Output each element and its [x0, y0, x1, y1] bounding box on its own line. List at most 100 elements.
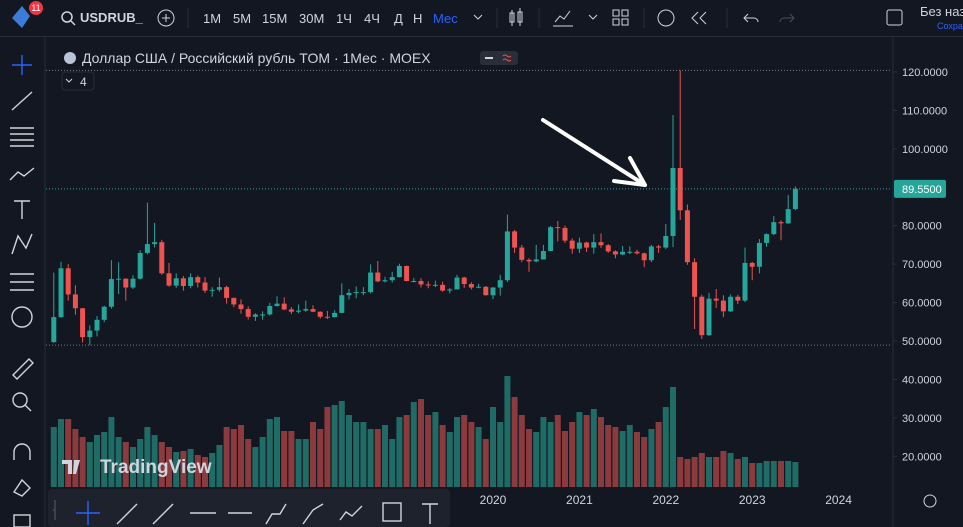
layouts[interactable]	[612, 9, 629, 26]
add-symbol[interactable]	[157, 9, 175, 27]
layout-icon[interactable]	[886, 9, 903, 26]
search-icon[interactable]	[61, 11, 73, 23]
redo[interactable]	[779, 13, 795, 23]
indicators[interactable]	[553, 10, 573, 27]
volume-bar	[331, 405, 338, 487]
timeframe[interactable]: 1М	[203, 11, 221, 26]
candle-body	[648, 246, 654, 261]
text-tool[interactable]	[14, 200, 30, 219]
patterns-tool[interactable]	[9, 167, 35, 181]
volume-bar	[454, 417, 460, 487]
volume-bar	[324, 407, 331, 487]
timeframe[interactable]: 15М	[262, 11, 287, 26]
candle-body	[418, 280, 424, 285]
candle-body	[216, 287, 222, 290]
legend-buttons[interactable]	[480, 51, 518, 65]
candle-body	[360, 292, 366, 294]
volume-bar	[374, 429, 381, 487]
drag-handle	[53, 500, 56, 520]
candle-body	[317, 311, 323, 317]
volume-bar	[720, 451, 727, 487]
candle-body	[792, 188, 798, 210]
alert[interactable]	[657, 9, 675, 27]
trend-line-tool[interactable]	[11, 91, 33, 111]
brush-tool[interactable]	[302, 503, 324, 525]
volume-bar	[425, 415, 432, 487]
candle-body	[476, 286, 482, 288]
volume-bar	[727, 453, 734, 487]
dropdown[interactable]	[588, 14, 598, 20]
timeframe[interactable]: Д	[394, 11, 403, 26]
pattern-tool[interactable]	[11, 233, 33, 255]
candle-body	[87, 330, 93, 338]
magnet-tool[interactable]	[13, 443, 31, 460]
candle-body	[461, 277, 467, 285]
prediction-tool[interactable]	[10, 273, 34, 291]
chart-type[interactable]	[509, 8, 523, 26]
timeframe[interactable]: 4Ч	[364, 11, 380, 26]
candle-body	[173, 278, 179, 286]
line-tool[interactable]	[116, 503, 138, 525]
timeframe[interactable]: Мес	[433, 11, 458, 26]
volume-bar	[317, 429, 324, 487]
candle-body	[404, 265, 410, 281]
volume-bar	[310, 422, 316, 487]
watermark-logo	[62, 460, 80, 474]
lock-tool[interactable]	[12, 478, 31, 497]
volume-bar	[288, 431, 295, 487]
flag-icon	[64, 52, 76, 64]
candle-body	[749, 262, 755, 267]
timeframe[interactable]: 5М	[233, 11, 251, 26]
dropdown[interactable]	[473, 14, 483, 20]
volume-bar	[115, 437, 122, 487]
volume-bar	[533, 432, 540, 487]
layout-name[interactable]: Без наз	[920, 4, 963, 19]
candle-body	[51, 317, 57, 343]
volume-bar	[65, 419, 72, 487]
crosshair-tool[interactable]	[76, 501, 100, 525]
path-tool[interactable]	[265, 503, 287, 525]
volume-bar	[598, 417, 604, 487]
replay[interactable]	[691, 11, 707, 25]
candle-body	[166, 273, 172, 286]
crosshair-tool[interactable]	[12, 55, 32, 75]
top-toolbar: 11 USDRUB_ 1М 5М 15М 30М 1Ч 4Ч Д Н Мес Без наз С…	[0, 1, 963, 37]
indicator-toggle[interactable]	[61, 71, 95, 91]
text-tool[interactable]	[422, 503, 438, 524]
indicator-icon[interactable]	[502, 54, 512, 62]
fib-tool[interactable]	[10, 127, 34, 147]
volume-bar	[166, 447, 172, 487]
volume-bar	[677, 457, 684, 487]
volume-bar	[187, 449, 194, 487]
volume-bar	[432, 412, 439, 487]
timeframe[interactable]: 1Ч	[336, 11, 352, 26]
candle-body	[339, 295, 345, 313]
settings-icon[interactable]	[923, 494, 937, 508]
volume-bar	[151, 435, 158, 487]
candle-body	[238, 304, 244, 310]
logo[interactable]	[12, 6, 30, 28]
lock-tool[interactable]	[13, 514, 31, 527]
zoom-tool[interactable]	[12, 392, 28, 408]
save-button[interactable]: Сохра	[937, 21, 963, 31]
rect-tool[interactable]	[382, 502, 402, 522]
timeframe[interactable]: 30М	[299, 11, 324, 26]
arrow-tool[interactable]	[152, 503, 174, 525]
badge-count: 11	[31, 3, 40, 13]
candle-body	[432, 284, 438, 286]
volume-bar	[360, 422, 367, 487]
candle-body	[188, 277, 194, 286]
candle-body	[375, 272, 381, 282]
polyline-tool[interactable]	[339, 505, 363, 521]
symbol[interactable]: USDRUB_	[80, 10, 144, 25]
emoji-tool[interactable]	[11, 306, 33, 328]
undo[interactable]	[743, 13, 759, 23]
volume-bar	[94, 435, 100, 487]
candle-body	[260, 314, 266, 316]
volume-bar	[490, 407, 496, 487]
timeframe[interactable]: Н	[413, 11, 422, 26]
y-tick-label: 70.0000	[902, 259, 942, 271]
ruler-tool[interactable]	[12, 358, 34, 380]
x-tick-label: 2020	[480, 493, 507, 507]
